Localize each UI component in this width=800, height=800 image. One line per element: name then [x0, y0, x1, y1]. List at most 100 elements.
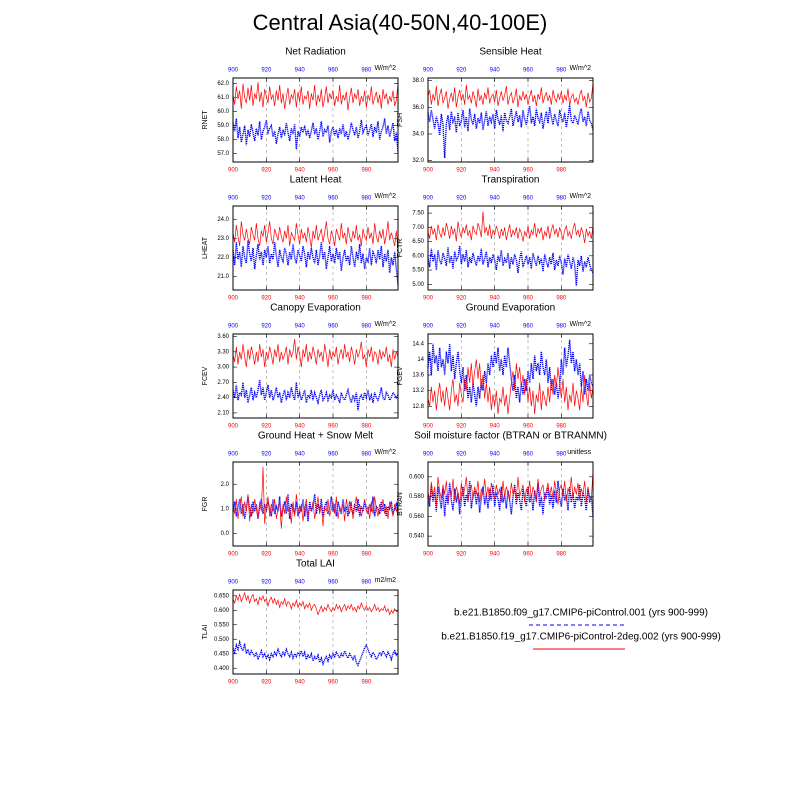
y-tick-label: 13.6: [412, 373, 424, 379]
y-tick-label: 1.0: [221, 507, 230, 513]
y-tick-label: 14.4: [412, 341, 424, 347]
x-tick-label-top: 980: [361, 196, 372, 202]
y-tick-label: 62.0: [217, 81, 229, 87]
panel-title: Total LAI: [296, 559, 335, 570]
x-tick-label-top: 980: [361, 452, 372, 458]
y-axis-label: RNET: [202, 110, 209, 130]
series-line: [427, 211, 594, 244]
x-tick-label-bottom: 940: [490, 168, 501, 174]
x-tick-label-top: 900: [423, 324, 434, 330]
panel-title: Transpiration: [482, 175, 540, 186]
x-tick-label-top: 920: [456, 196, 467, 202]
y-tick-label: 59.0: [217, 123, 229, 129]
plot-frame: [427, 205, 594, 291]
panel-title: Net Radiation: [285, 47, 346, 58]
x-tick-label-top: 920: [261, 68, 272, 74]
x-tick-label-top: 960: [328, 196, 339, 202]
y-tick-label: 13.2: [412, 388, 424, 394]
x-tick-label-bottom: 960: [523, 168, 534, 174]
series-line: [232, 240, 399, 285]
x-tick-label-top: 980: [361, 68, 372, 74]
x-tick-label-bottom: 920: [456, 296, 467, 302]
y-axis-label: FSH: [397, 113, 404, 127]
y-tick-label: 0.600: [409, 474, 425, 480]
y-tick-label: 2.70: [217, 380, 229, 386]
x-tick-label-top: 980: [556, 68, 567, 74]
panel-title: Sensible Heat: [479, 47, 541, 58]
y-tick-label: 7.00: [412, 225, 424, 231]
x-tick-label-bottom: 920: [261, 424, 272, 430]
y-tick-label: 0.500: [214, 637, 230, 643]
units-label: W/m^2: [374, 449, 396, 456]
plot-frame: [232, 589, 399, 675]
x-tick-label-top: 980: [556, 324, 567, 330]
series-line: [232, 118, 399, 153]
x-tick-label-top: 920: [261, 580, 272, 586]
x-tick-label-top: 900: [228, 196, 239, 202]
y-tick-label: 0.650: [214, 593, 230, 599]
x-tick-label-bottom: 900: [228, 296, 239, 302]
y-tick-label: 57.0: [217, 151, 229, 157]
y-tick-label: 0.560: [409, 514, 425, 520]
y-tick-label: 6.50: [412, 239, 424, 245]
x-tick-label-bottom: 920: [456, 552, 467, 558]
plot-frame: [427, 77, 594, 163]
y-axis-label: TLAI: [202, 625, 209, 640]
x-tick-label-top: 940: [295, 580, 306, 586]
x-tick-label-top: 940: [295, 324, 306, 330]
plot-frame: [232, 461, 399, 547]
legend-label: b.e21.B1850.f19_g17.CMIP6-piControl-2deg…: [441, 632, 721, 643]
x-tick-label-top: 980: [361, 580, 372, 586]
x-tick-label-bottom: 940: [295, 424, 306, 430]
x-tick-label-bottom: 940: [295, 296, 306, 302]
x-tick-label-bottom: 980: [361, 552, 372, 558]
x-tick-label-bottom: 960: [328, 168, 339, 174]
x-tick-label-top: 900: [228, 68, 239, 74]
y-tick-label: 23.0: [217, 236, 229, 242]
x-tick-label-top: 900: [423, 68, 434, 74]
y-tick-label: 22.0: [217, 255, 229, 261]
x-tick-label-top: 900: [228, 580, 239, 586]
y-tick-label: 0.550: [214, 622, 230, 628]
series-line: [427, 104, 594, 159]
x-tick-label-bottom: 940: [295, 168, 306, 174]
y-axis-label: FCTR: [397, 239, 404, 258]
x-tick-label-bottom: 960: [328, 296, 339, 302]
y-tick-label: 21.0: [217, 274, 229, 280]
x-tick-label-bottom: 940: [490, 552, 501, 558]
x-tick-label-bottom: 980: [361, 680, 372, 686]
x-tick-label-top: 940: [295, 452, 306, 458]
x-tick-label-bottom: 960: [328, 552, 339, 558]
y-tick-label: 36.0: [412, 105, 424, 111]
x-tick-label-top: 960: [523, 68, 534, 74]
x-tick-label-bottom: 920: [261, 296, 272, 302]
y-tick-label: 0.580: [409, 494, 425, 500]
series-line: [427, 339, 594, 407]
x-tick-label-bottom: 980: [556, 552, 567, 558]
x-tick-label-top: 960: [523, 324, 534, 330]
x-tick-label-bottom: 900: [423, 424, 434, 430]
x-tick-label-bottom: 940: [295, 680, 306, 686]
x-tick-label-bottom: 940: [490, 296, 501, 302]
x-tick-label-bottom: 980: [361, 168, 372, 174]
x-tick-label-bottom: 960: [523, 296, 534, 302]
x-tick-label-top: 920: [261, 196, 272, 202]
series-line: [427, 480, 594, 517]
y-axis-label: FCEV: [202, 366, 209, 385]
y-tick-label: 5.50: [412, 268, 424, 274]
plot-frame: [232, 205, 399, 291]
x-tick-label-bottom: 960: [523, 424, 534, 430]
x-tick-label-top: 920: [261, 324, 272, 330]
x-tick-label-top: 940: [490, 196, 501, 202]
x-tick-label-top: 900: [228, 452, 239, 458]
x-tick-label-top: 940: [490, 324, 501, 330]
x-tick-label-top: 960: [328, 324, 339, 330]
y-tick-label: 2.10: [217, 410, 229, 416]
legend-label: b.e21.B1850.f09_g17.CMIP6-piControl.001 …: [454, 608, 708, 619]
x-tick-label-bottom: 900: [423, 168, 434, 174]
x-tick-label-bottom: 900: [228, 424, 239, 430]
y-tick-label: 0.0: [221, 531, 230, 537]
panel-title: Latent Heat: [290, 175, 342, 186]
